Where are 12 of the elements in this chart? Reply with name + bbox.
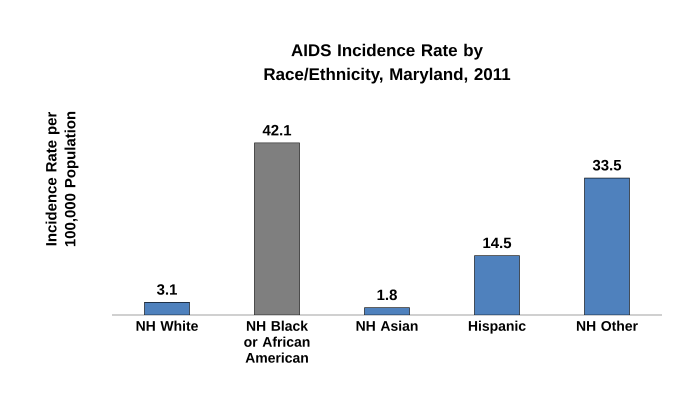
x-tick-label: Hispanic [468,320,526,334]
x-tick-label: NH Asian [356,320,418,331]
x-tick-label: NH White [136,320,198,331]
x-tick-label: NH Black or African American [244,320,310,363]
data-label: 33.5 [592,160,622,171]
data-label: 42.1 [262,124,292,136]
data-label: 3.1 [156,284,177,295]
chart-title: AIDS Incidence Rate by Race/Ethnicity, Maryland, 2011 [264,44,510,84]
x-tick-label: NH Other [576,320,638,331]
data-label: 14.5 [483,238,512,248]
y-axis-title: Incidence Rate per 100,000 Population [46,112,78,246]
data-label: 1.8 [378,290,397,300]
